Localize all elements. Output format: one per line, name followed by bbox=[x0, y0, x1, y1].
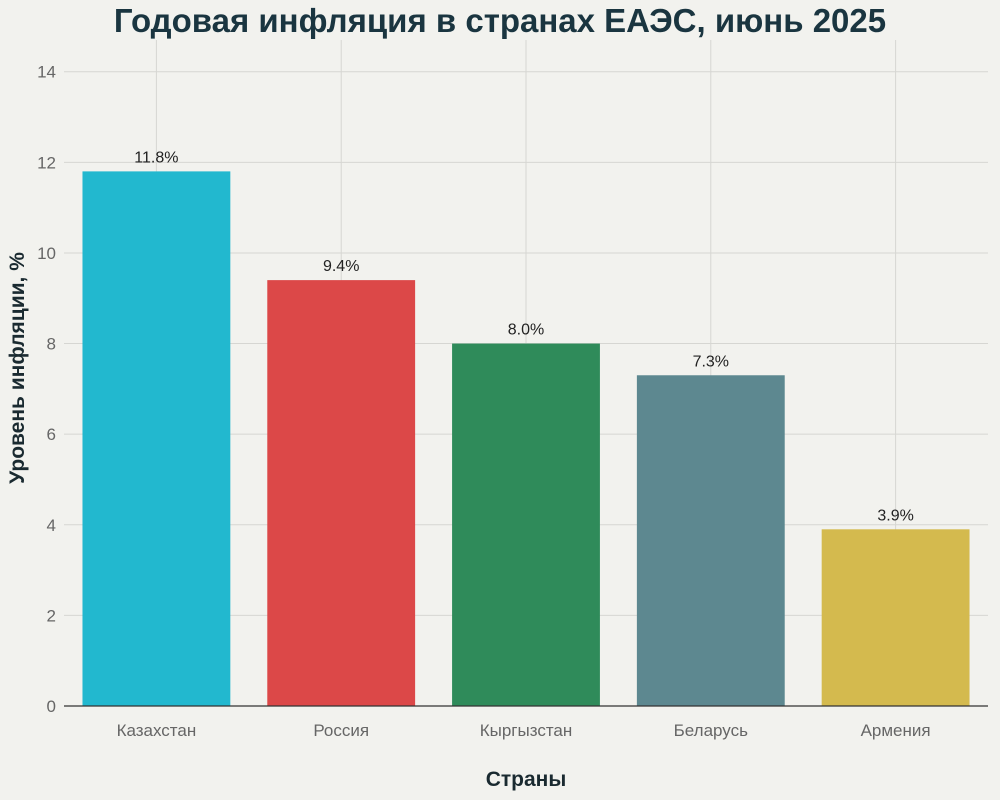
y-tick-label: 10 bbox=[37, 244, 56, 263]
bar bbox=[821, 529, 970, 706]
y-tick-label: 4 bbox=[47, 516, 56, 535]
chart-title: Годовая инфляция в странах ЕАЭС, июнь 20… bbox=[113, 2, 887, 39]
bar bbox=[82, 171, 231, 706]
bar-value-label: 11.8% bbox=[134, 149, 178, 166]
y-tick-label: 14 bbox=[37, 63, 56, 82]
bar bbox=[636, 375, 785, 706]
y-tick-label: 0 bbox=[47, 697, 56, 716]
value-labels: 11.8% 9.4% 8.0% 7.3% 3.9% bbox=[134, 149, 914, 524]
y-tick-label: 2 bbox=[47, 606, 56, 625]
bar bbox=[452, 343, 600, 706]
bar-value-label: 9.4% bbox=[323, 258, 359, 275]
bar-value-label: 8.0% bbox=[508, 322, 544, 339]
y-tick-label: 8 bbox=[47, 335, 56, 354]
y-axis-title: Уровень инфляции, % bbox=[6, 252, 29, 484]
bars bbox=[82, 171, 970, 706]
ticks: 0 2 4 6 8 10 12 14 Казахстан Россия Кыргызстан Бела… bbox=[37, 63, 931, 740]
bar-value-label: 3.9% bbox=[877, 507, 913, 524]
bar-value-label: 7.3% bbox=[693, 353, 729, 370]
x-tick-label: Кыргызстан bbox=[480, 721, 573, 740]
x-tick-label: Беларусь bbox=[674, 721, 748, 740]
x-tick-label: Россия bbox=[313, 721, 369, 740]
y-tick-label: 12 bbox=[37, 153, 56, 172]
x-axis-title: Страны bbox=[486, 768, 567, 791]
x-tick-label: Армения bbox=[861, 721, 931, 740]
y-tick-label: 6 bbox=[47, 425, 56, 444]
x-tick-label: Казахстан bbox=[117, 721, 197, 740]
bar bbox=[267, 280, 416, 706]
